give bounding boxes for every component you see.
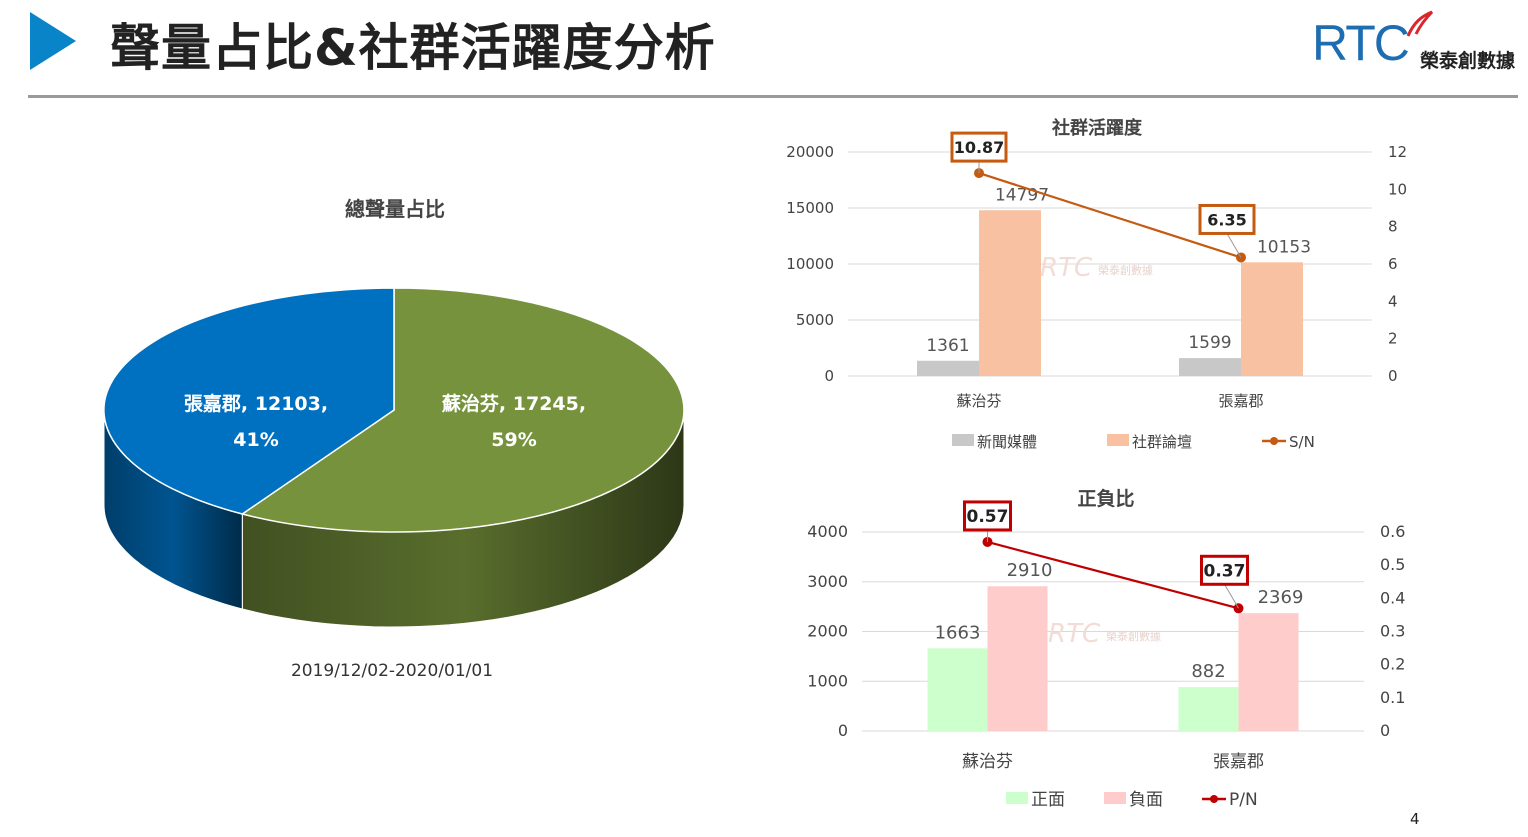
line-label-box [950,131,1008,163]
y-tick-label: 5000 [796,311,834,329]
y-tick-label: 10000 [786,255,834,273]
line-label-box [1198,203,1256,235]
bar [927,648,988,731]
legend-label: 社群論壇 [1132,433,1192,451]
page-number: 4 [1410,810,1420,828]
y2-tick-label: 0.3 [1380,622,1405,641]
watermark-mark: RTC [1048,619,1101,649]
y-tick-label: 2000 [807,622,848,641]
line-series [978,172,1242,259]
y2-tick-label: 12 [1388,143,1407,161]
category-label: 蘇治芬 [962,752,1013,772]
category-label: 張嘉郡 [1213,752,1264,772]
pie-chart: 總聲量占比 蘇治芬, 17245, 59% 張嘉郡, 12103, 41% 20… [103,197,685,681]
y2-tick-label: 0 [1388,367,1398,385]
bar [1179,358,1241,376]
y2-tick-label: 0.1 [1380,688,1405,707]
legend-marker [1210,795,1218,803]
page-title: 聲量占比&社群活躍度分析 [110,19,716,77]
bar-value-label: 882 [1191,661,1225,682]
line-series [987,540,1239,610]
y-tick-label: 0 [838,721,848,740]
label-leader [1226,233,1242,258]
legend-label: 正面 [1031,790,1065,810]
bar-value-label: 10153 [1257,237,1311,257]
bar-value-label: 2910 [1007,560,1053,581]
pie-slice [240,287,685,533]
legend-label: 負面 [1129,790,1163,810]
bar [1238,613,1299,731]
pie-label-name: 張嘉郡, 12103, [184,393,328,415]
y2-tick-label: 0.4 [1380,588,1405,607]
y-tick-label: 15000 [786,199,834,217]
y2-tick-label: 0 [1380,721,1390,740]
activity-chart-title: 社群活躍度 [1052,117,1143,139]
watermark-mark: RTC [1040,253,1093,283]
watermark-text: 榮泰創數據 [1106,629,1161,643]
category-label: 蘇治芬 [956,392,1001,410]
bar-value-label: 14797 [995,185,1049,205]
pie-date-range: 2019/12/02-2020/01/01 [291,661,493,681]
company-logo: RTC 榮泰創數據 [1312,10,1528,80]
y2-tick-label: 0.2 [1380,655,1405,674]
pie-chart-title: 總聲量占比 [345,197,445,221]
bar-value-label: 1599 [1188,333,1231,353]
bar [1241,262,1303,376]
y2-tick-label: 10 [1388,180,1407,198]
label-leader [1224,584,1239,609]
sentiment-chart: 正負比 0 1000 2000 3000 4000 0 0.1 0.2 0.3 0.4 0.5 0.6… [807,487,1405,810]
line-value-label: 0.37 [1204,561,1246,581]
y-tick-label: 20000 [786,143,834,161]
bar [987,586,1048,731]
bar [1178,687,1239,731]
legend-swatch [952,434,974,446]
y2-tick-label: 8 [1388,218,1398,236]
pie-label-name: 蘇治芬, 17245, [441,392,586,415]
bar-value-label: 2369 [1258,587,1304,608]
title-arrow-icon [30,12,76,70]
bar [917,360,979,376]
pie-slice [103,287,395,515]
logo-swirl-icon [1406,10,1434,37]
y2-tick-label: 4 [1388,292,1398,310]
pie-label-percent: 41% [233,429,278,451]
y2-tick-label: 0.6 [1380,522,1405,541]
bar-value-label: 1663 [935,622,981,643]
y-tick-label: 3000 [807,572,848,591]
legend-marker [1270,437,1278,445]
legend-label: 新聞媒體 [977,433,1037,451]
y2-tick-label: 6 [1388,255,1398,273]
bar [979,210,1041,376]
legend-swatch [1006,792,1028,804]
line-label-box [1200,554,1249,586]
y2-tick-label: 2 [1388,330,1398,348]
legend-label: P/N [1229,790,1258,810]
pie-label-percent: 59% [491,429,536,451]
y-tick-label: 1000 [807,671,848,690]
line-value-label: 10.87 [954,138,1005,157]
title-divider [28,95,1518,98]
line-label-box [963,500,1012,532]
category-label: 張嘉郡 [1218,392,1263,410]
line-value-label: 0.57 [967,507,1009,527]
line-value-label: 6.35 [1207,210,1246,229]
logo-mark: RTC [1312,15,1410,71]
legend-swatch [1104,792,1126,804]
legend-swatch [1107,434,1129,446]
y-tick-label: 4000 [807,522,848,541]
activity-chart: 社群活躍度 0 5000 10000 15000 20000 0 2 4 6 8 10 12 1361 1… [786,117,1407,451]
legend-label: S/N [1289,433,1315,451]
y-tick-label: 0 [824,367,834,385]
watermark-text: 榮泰創數據 [1098,263,1153,277]
sentiment-chart-title: 正負比 [1077,487,1134,510]
bar-value-label: 1361 [926,336,969,356]
y2-tick-label: 0.5 [1380,555,1405,574]
logo-text: 榮泰創數據 [1420,50,1516,72]
